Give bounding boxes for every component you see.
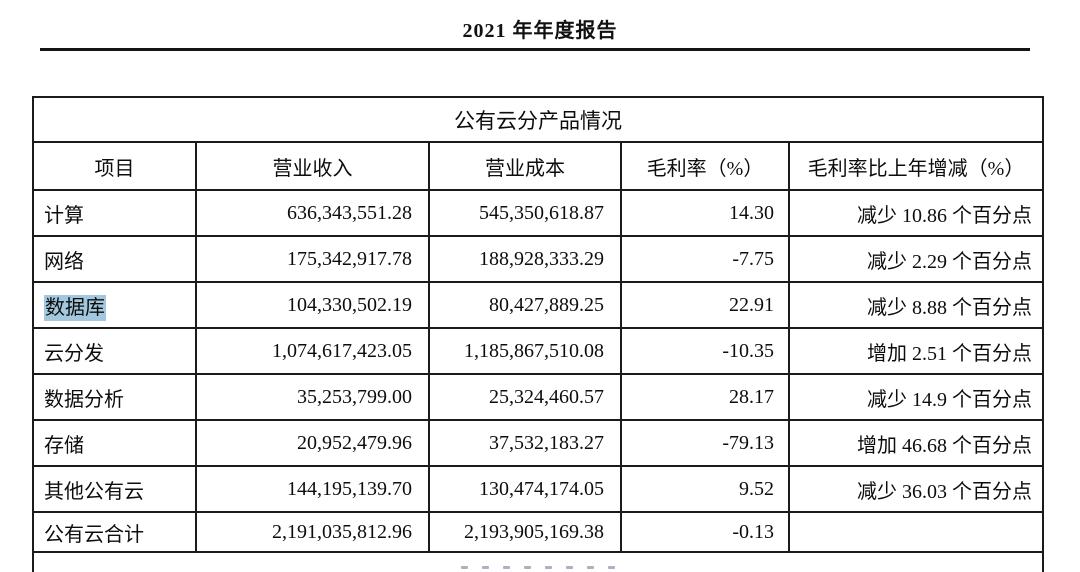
table-body: 计算 636,343,551.28 545,350,618.87 14.30 减少 10… <box>32 189 1044 572</box>
selected-text-highlight[interactable]: 数据库 <box>44 294 106 321</box>
table-cell: 28.17 <box>620 373 790 421</box>
table-cell: 545,350,618.87 <box>428 189 622 237</box>
table-header-row: 项目 营业收入 营业成本 毛利率（%） 毛利率比上年增减（%） <box>32 141 1044 191</box>
table-cell: 公有云合计 <box>32 511 197 553</box>
table-cell: 1,185,867,510.08 <box>428 327 622 375</box>
table-cell: 104,330,502.19 <box>195 281 430 329</box>
table-cell: 25,324,460.57 <box>428 373 622 421</box>
public-cloud-products-table: 公有云分产品情况 项目 营业收入 营业成本 毛利率（%） 毛利率比上年增减（%）… <box>32 96 1044 572</box>
report-header-title: 2021 年年度报告 <box>462 20 618 42</box>
table-cell: 增加 2.51 个百分点 <box>788 327 1044 375</box>
table-row: 数据库 104,330,502.19 80,427,889.25 22.91 减少 8.… <box>32 281 1044 329</box>
table-cell: 减少 10.86 个百分点 <box>788 189 1044 237</box>
table-cell: 20,952,479.96 <box>195 419 430 467</box>
table-cell: 1,074,617,423.05 <box>195 327 430 375</box>
table-title: 公有云分产品情况 <box>32 96 1044 143</box>
table-cell: 存储 <box>32 419 197 467</box>
table-title-row: 公有云分产品情况 <box>32 96 1044 143</box>
table-cell: 175,342,917.78 <box>195 235 430 283</box>
clipped-text-fragments <box>35 566 1041 569</box>
table-cell: 其他公有云 <box>32 465 197 513</box>
table-cell: -7.75 <box>620 235 790 283</box>
table-cell: 144,195,139.70 <box>195 465 430 513</box>
table-cell: 减少 36.03 个百分点 <box>788 465 1044 513</box>
header-divider-rule <box>40 48 1030 51</box>
table-cell: 减少 8.88 个百分点 <box>788 281 1044 329</box>
table-cell: 130,474,174.05 <box>428 465 622 513</box>
column-header-cost: 营业成本 <box>428 141 622 191</box>
table-cell: 计算 <box>32 189 197 237</box>
column-header-revenue: 营业收入 <box>195 141 430 191</box>
table-cell: -79.13 <box>620 419 790 467</box>
table-row: 其他公有云 144,195,139.70 130,474,174.05 9.52 减少 … <box>32 465 1044 513</box>
table-cell: 9.52 <box>620 465 790 513</box>
table-cell: 数据分析 <box>32 373 197 421</box>
table-cell: 数据库 <box>32 281 197 329</box>
table-cell: 增加 46.68 个百分点 <box>788 419 1044 467</box>
table-cell: 网络 <box>32 235 197 283</box>
column-header-change: 毛利率比上年增减（%） <box>788 141 1044 191</box>
table-row: 云分发 1,074,617,423.05 1,185,867,510.08 -10.3… <box>32 327 1044 375</box>
table-cell: 80,427,889.25 <box>428 281 622 329</box>
table-cell: 2,191,035,812.96 <box>195 511 430 553</box>
table-row: 网络 175,342,917.78 188,928,333.29 -7.75 减少 2.… <box>32 235 1044 283</box>
table-row: 数据分析 35,253,799.00 25,324,460.57 28.17 减少 14… <box>32 373 1044 421</box>
clipped-next-section-cell <box>32 551 1044 572</box>
table-cell: -0.13 <box>620 511 790 553</box>
table-row: 计算 636,343,551.28 545,350,618.87 14.30 减少 10… <box>32 189 1044 237</box>
table-cell: -10.35 <box>620 327 790 375</box>
clipped-next-section-row <box>32 551 1044 572</box>
table-cell: 636,343,551.28 <box>195 189 430 237</box>
table-cell: 37,532,183.27 <box>428 419 622 467</box>
table-cell: 14.30 <box>620 189 790 237</box>
table-cell: 35,253,799.00 <box>195 373 430 421</box>
table-row: 存储 20,952,479.96 37,532,183.27 -79.13 增加 46.… <box>32 419 1044 467</box>
table-cell: 188,928,333.29 <box>428 235 622 283</box>
table-cell: 减少 14.9 个百分点 <box>788 373 1044 421</box>
table-row: 公有云合计 2,191,035,812.96 2,193,905,169.38 -0.… <box>32 511 1044 553</box>
table-cell: 云分发 <box>32 327 197 375</box>
table-cell <box>788 511 1044 553</box>
table-cell: 22.91 <box>620 281 790 329</box>
column-header-item: 项目 <box>32 141 197 191</box>
column-header-margin: 毛利率（%） <box>620 141 790 191</box>
table-cell: 2,193,905,169.38 <box>428 511 622 553</box>
table-cell: 减少 2.29 个百分点 <box>788 235 1044 283</box>
